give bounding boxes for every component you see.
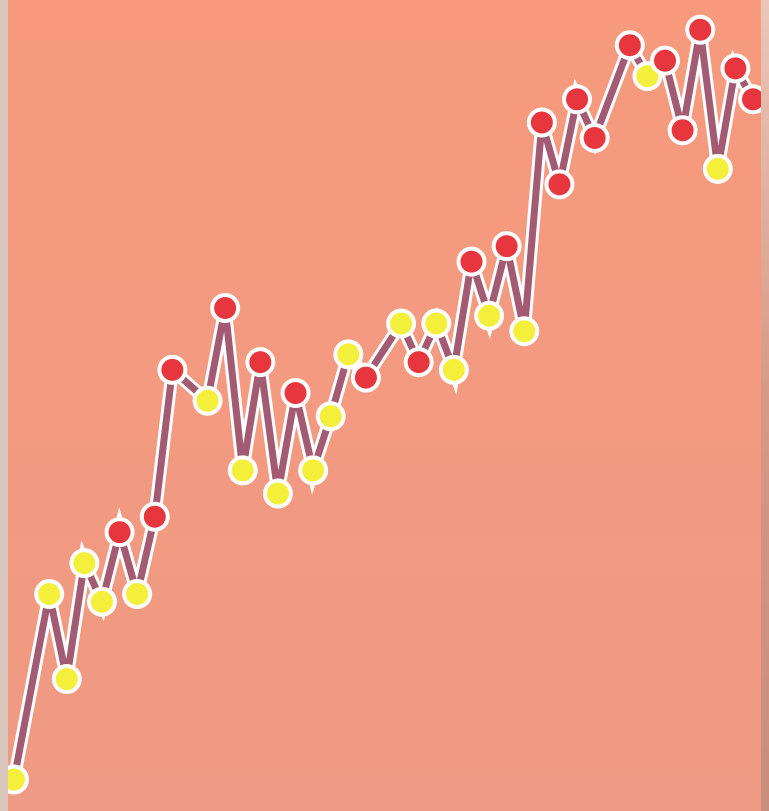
- data-point-high: [742, 88, 761, 111]
- data-point-low: [8, 768, 25, 791]
- right-margin-strip: [761, 0, 769, 811]
- data-point-high: [566, 88, 589, 111]
- data-point-low: [442, 358, 465, 381]
- data-point-low: [196, 389, 219, 412]
- data-point-high: [354, 366, 377, 389]
- data-point-high: [143, 505, 166, 528]
- data-point-high: [161, 358, 184, 381]
- data-point-high: [724, 57, 747, 80]
- data-point-low: [706, 157, 729, 180]
- data-point-high: [407, 351, 430, 374]
- data-point-low: [55, 668, 78, 691]
- data-point-high: [214, 297, 237, 320]
- data-point-low: [337, 343, 360, 366]
- chart-panel: [8, 0, 761, 811]
- data-point-high: [284, 382, 307, 405]
- data-point-high: [495, 235, 518, 258]
- data-point-high: [654, 49, 677, 72]
- data-point-low: [513, 320, 536, 343]
- data-point-high: [583, 126, 606, 149]
- series-line: [10, 29, 757, 781]
- data-point-low: [231, 459, 254, 482]
- data-point-low: [73, 552, 96, 575]
- data-point-high: [618, 34, 641, 57]
- data-point-high: [108, 521, 131, 544]
- data-point-low: [319, 405, 342, 428]
- data-point-high: [689, 18, 712, 41]
- data-point-low: [425, 312, 448, 335]
- data-point-low: [478, 304, 501, 327]
- data-point-high: [460, 250, 483, 273]
- left-margin-strip: [0, 0, 8, 811]
- data-point-high: [548, 173, 571, 196]
- data-point-low: [126, 583, 149, 606]
- data-point-low: [302, 459, 325, 482]
- data-point-low: [90, 590, 113, 613]
- data-point-low: [266, 482, 289, 505]
- data-point-low: [38, 583, 61, 606]
- data-point-high: [671, 119, 694, 142]
- data-point-high: [530, 111, 553, 134]
- data-point-high: [249, 351, 272, 374]
- series-line-halo: [8, 28, 759, 781]
- data-point-low: [390, 312, 413, 335]
- line-chart: [8, 14, 761, 795]
- data-point-low: [636, 65, 659, 88]
